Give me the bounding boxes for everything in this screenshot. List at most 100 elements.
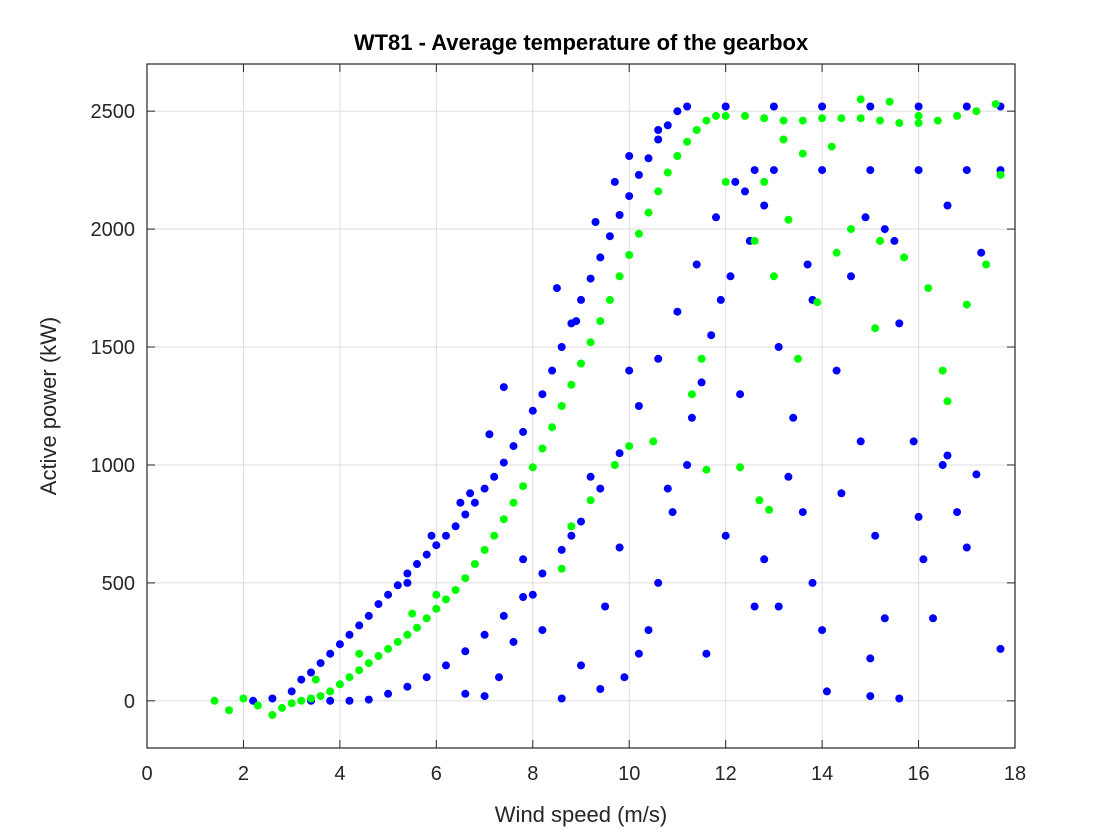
data-point	[769, 102, 778, 111]
data-point	[702, 465, 711, 474]
data-point	[345, 673, 354, 682]
data-point	[451, 586, 460, 594]
x-tick-label: 2	[238, 763, 249, 785]
data-point	[422, 550, 431, 559]
y-tick-labels: 0 500 1000 1500 2000 2500	[91, 101, 1015, 713]
data-point	[683, 137, 692, 146]
data-point	[557, 545, 566, 554]
data-point	[393, 581, 402, 590]
data-point	[408, 609, 417, 618]
data-point	[876, 236, 884, 245]
data-point	[519, 593, 528, 601]
data-point	[972, 107, 981, 116]
data-point	[837, 114, 846, 123]
data-point	[519, 482, 528, 491]
data-point	[427, 531, 436, 540]
data-point	[644, 208, 653, 217]
data-point	[856, 95, 865, 104]
data-point	[572, 317, 581, 326]
data-point	[557, 402, 566, 410]
data-point	[490, 472, 499, 481]
y-axis-label: Active power (kW)	[36, 317, 61, 495]
data-point	[586, 496, 595, 505]
data-point	[832, 248, 841, 257]
data-point	[663, 484, 672, 493]
data-point	[461, 574, 470, 583]
data-point	[654, 126, 663, 134]
data-point	[577, 359, 585, 368]
data-point	[885, 97, 894, 106]
data-point	[567, 531, 576, 540]
data-point	[538, 444, 547, 453]
data-point	[326, 687, 335, 696]
series-1	[249, 102, 1005, 705]
data-point	[586, 338, 595, 347]
data-point	[683, 461, 692, 469]
data-point	[480, 692, 489, 701]
data-point	[519, 555, 528, 564]
data-point	[827, 142, 836, 151]
data-point	[567, 522, 576, 531]
data-point	[432, 541, 441, 550]
x-tick-label: 6	[431, 763, 442, 785]
data-point	[591, 218, 600, 226]
data-point	[586, 472, 595, 481]
x-tick-label: 12	[715, 763, 737, 785]
data-point	[451, 522, 460, 531]
data-point	[914, 512, 923, 521]
data-point	[933, 116, 942, 125]
data-point	[755, 496, 764, 505]
data-point	[953, 508, 962, 517]
data-point	[750, 602, 759, 611]
data-point	[702, 649, 711, 658]
data-point	[784, 472, 793, 481]
data-point	[596, 685, 605, 693]
data-point	[736, 390, 745, 399]
data-point	[413, 560, 421, 568]
data-point	[716, 295, 725, 304]
data-point	[741, 111, 749, 120]
chart-title: WT81 - Average temperature of the gearbo…	[354, 30, 809, 55]
data-point	[253, 701, 262, 710]
data-point	[384, 590, 393, 599]
x-tick-label: 18	[1004, 763, 1026, 785]
data-point	[847, 272, 855, 281]
data-point	[210, 696, 219, 705]
data-point	[634, 402, 643, 410]
data-point	[900, 253, 909, 262]
data-point	[721, 177, 730, 186]
data-point	[577, 517, 585, 526]
data-point	[335, 640, 344, 649]
data-point	[890, 236, 899, 245]
data-point	[557, 343, 566, 351]
data-point	[808, 578, 817, 587]
data-point	[499, 515, 508, 524]
data-point	[596, 484, 605, 493]
data-point	[654, 135, 663, 144]
data-point	[856, 114, 865, 123]
data-point	[480, 545, 489, 554]
data-point	[644, 626, 653, 635]
data-point	[712, 111, 720, 120]
data-point	[687, 413, 696, 422]
y-tick-label: 1000	[91, 455, 136, 477]
x-tick-label: 10	[618, 763, 640, 785]
data-point	[794, 354, 802, 363]
x-axis-label: Wind speed (m/s)	[495, 802, 667, 827]
data-point	[634, 170, 643, 179]
data-point	[962, 166, 971, 175]
data-point	[938, 461, 947, 469]
data-point	[307, 694, 315, 703]
data-point	[813, 298, 822, 307]
data-point	[779, 116, 788, 125]
data-point	[615, 449, 624, 458]
data-point	[774, 602, 783, 611]
data-point	[268, 694, 277, 703]
data-point	[287, 699, 296, 708]
data-point	[798, 508, 807, 517]
x-tick-label: 14	[811, 763, 833, 785]
data-point	[673, 307, 682, 316]
data-point	[335, 680, 344, 689]
data-point	[625, 251, 634, 259]
data-point	[880, 225, 889, 234]
